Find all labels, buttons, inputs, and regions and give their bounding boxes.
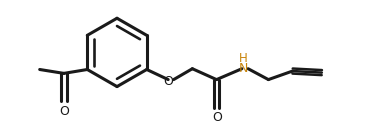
Text: N: N (239, 62, 248, 75)
Text: O: O (164, 75, 174, 88)
Text: O: O (59, 105, 69, 118)
Text: O: O (212, 111, 222, 124)
Text: H: H (239, 52, 248, 65)
